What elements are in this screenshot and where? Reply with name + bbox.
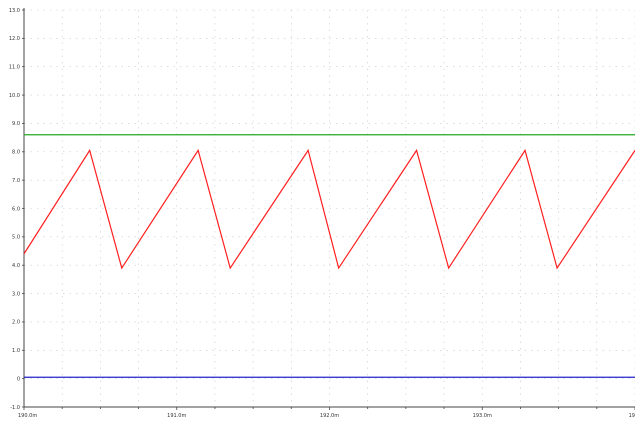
y-tick-label: -1.0 (10, 405, 20, 411)
tick-labels: -1.0 0 1.0 2.0 3.0 4.0 5.0 6.0 7.0 8.0 9.0 10.0 11.0… (9, 8, 635, 419)
x-tick-label: 192.0m (320, 413, 339, 419)
x-tick-label: 19 (629, 413, 635, 419)
y-tick-label: 10.0 (9, 93, 20, 99)
x-tick-label: 190.0m (18, 413, 37, 419)
y-tick-label: 9.0 (12, 121, 20, 127)
axes (22, 8, 635, 410)
y-tick-label: 11.0 (9, 65, 20, 71)
y-tick-label: 0 (17, 376, 20, 382)
grid (24, 9, 635, 408)
y-tick-label: 1.0 (12, 348, 20, 354)
x-tick-label: 193.0m (473, 413, 492, 419)
y-tick-label: 13.0 (9, 8, 20, 14)
y-tick-label: 3.0 (12, 291, 20, 297)
series-group (23, 134, 635, 378)
x-tick-label: 191.0m (167, 413, 186, 419)
y-tick-label: 2.0 (12, 320, 20, 326)
series-line-1 (23, 148, 635, 270)
y-tick-label: 8.0 (12, 150, 20, 156)
y-tick-label: 4.0 (12, 263, 20, 269)
y-tick-label: 5.0 (12, 235, 20, 241)
y-tick-label: 6.0 (12, 206, 20, 212)
y-tick-label: 7.0 (12, 178, 20, 184)
y-tick-label: 12.0 (9, 36, 20, 42)
